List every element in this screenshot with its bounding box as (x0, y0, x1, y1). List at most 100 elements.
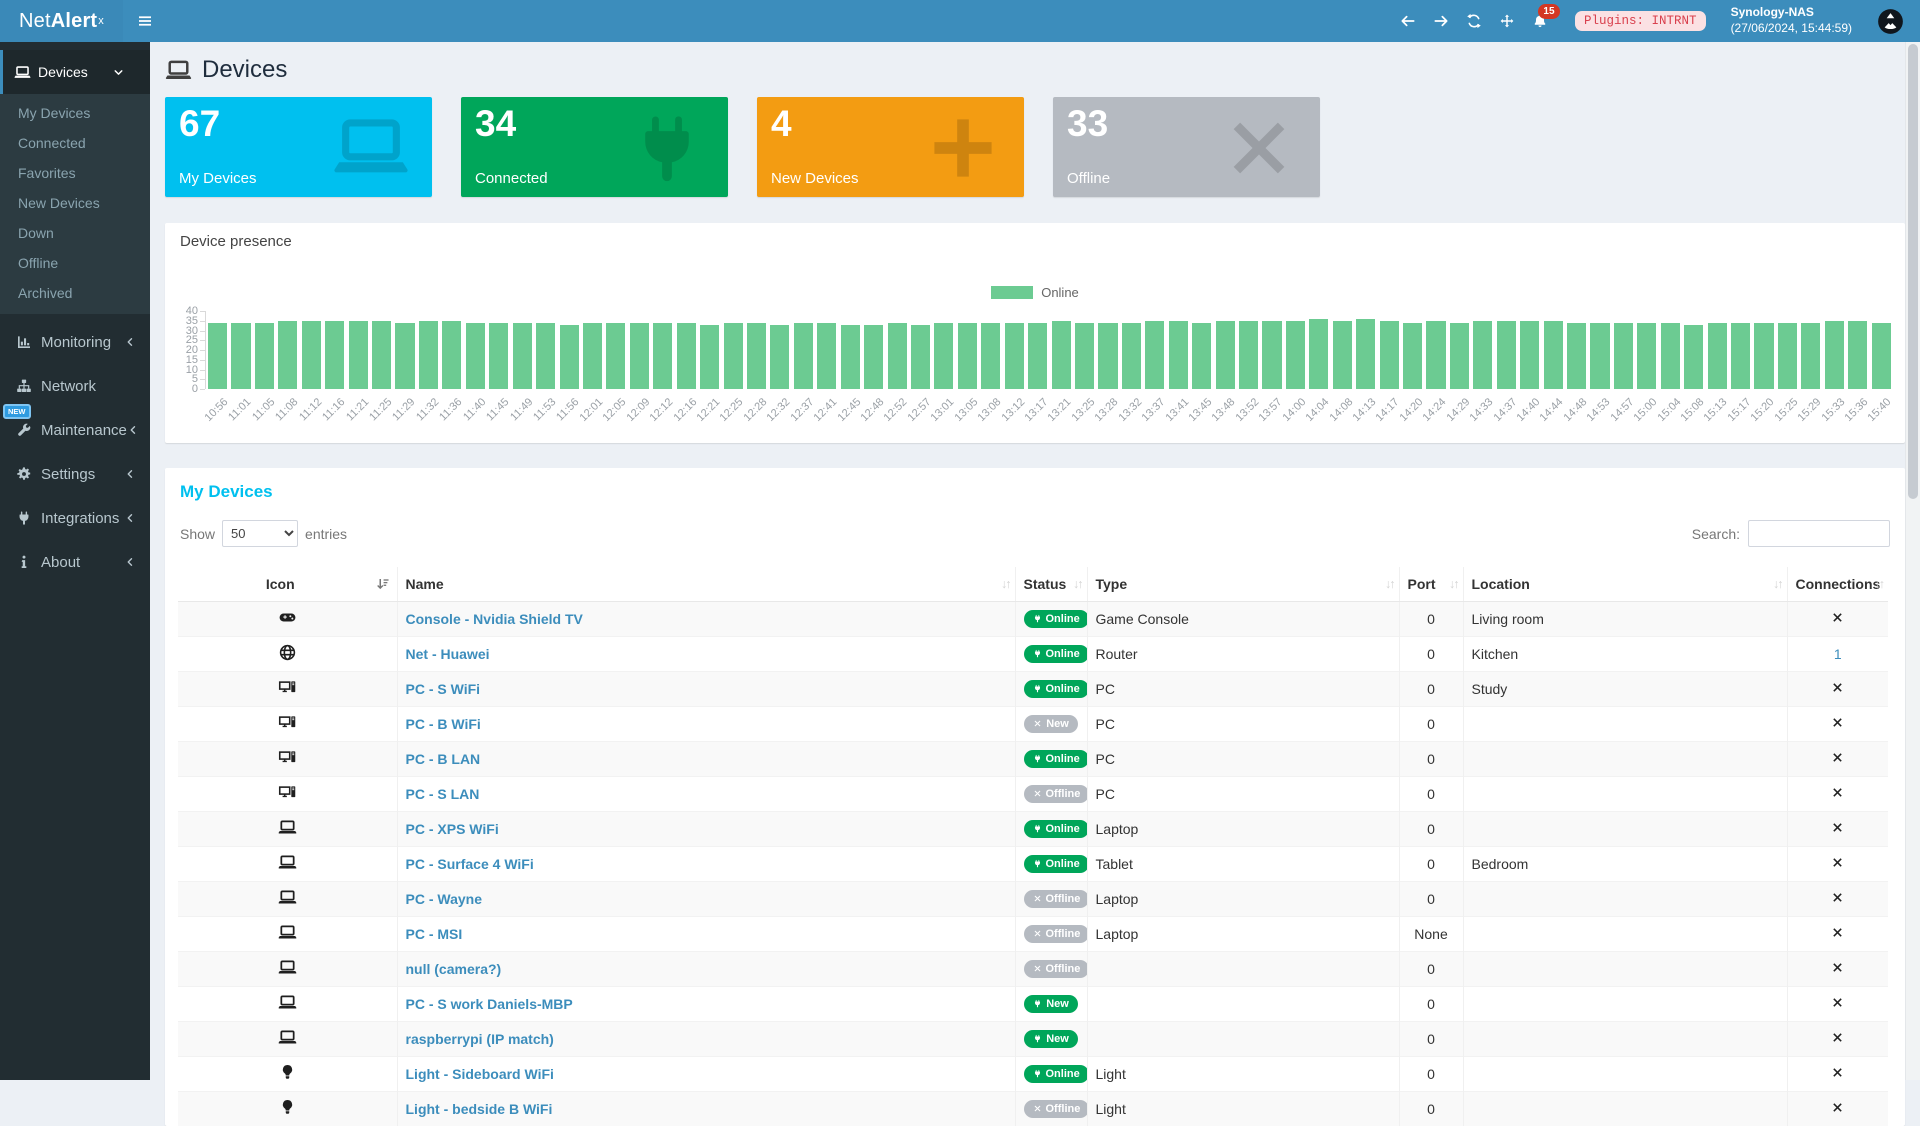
device-name-link[interactable]: PC - Surface 4 WiFi (406, 856, 534, 872)
table-row[interactable]: PC - B LAN Online PC 0 (178, 742, 1888, 777)
column-header-status[interactable]: Status↓↑ (1015, 567, 1087, 602)
table-row[interactable]: PC - S LAN Offline PC 0 (178, 777, 1888, 812)
summary-card-connected[interactable]: 34 Connected (461, 97, 728, 197)
device-name-link[interactable]: raspberrypi (IP match) (406, 1031, 554, 1047)
column-header-icon[interactable]: Icon (178, 567, 397, 602)
sidebar-item-settings[interactable]: Settings (0, 452, 150, 496)
table-row[interactable]: Light - bedside B WiFi Offline Light 0 (178, 1092, 1888, 1126)
sidebar-item-devices[interactable]: Devices (0, 50, 150, 94)
table-row[interactable]: Light - Sideboard WiFi Online Light 0 (178, 1057, 1888, 1092)
page-length-select[interactable]: 50 (222, 520, 298, 547)
sidebar-item-new-devices[interactable]: New Devices (0, 188, 150, 218)
summary-card-my-devices[interactable]: 67 My Devices (165, 97, 432, 197)
search-input[interactable] (1748, 520, 1890, 547)
device-name-link[interactable]: Net - Huawei (406, 646, 490, 662)
delete-connection-icon[interactable] (1831, 821, 1844, 834)
device-name-link[interactable]: Console - Nvidia Shield TV (406, 611, 583, 627)
delete-connection-icon[interactable] (1831, 996, 1844, 1009)
table-row[interactable]: PC - Wayne Offline Laptop 0 (178, 882, 1888, 917)
delete-connection-icon[interactable] (1831, 926, 1844, 939)
table-row[interactable]: PC - B WiFi New PC 0 (178, 707, 1888, 742)
delete-connection-icon[interactable] (1831, 1066, 1844, 1079)
sidebar-item-favorites[interactable]: Favorites (0, 158, 150, 188)
device-name-link[interactable]: PC - S WiFi (406, 681, 481, 697)
chart-bar (466, 323, 485, 389)
delete-connection-icon[interactable] (1831, 751, 1844, 764)
status-badge: Online (1024, 855, 1088, 874)
device-name-link[interactable]: PC - S work Daniels-MBP (406, 996, 573, 1012)
table-row[interactable]: raspberrypi (IP match) New 0 (178, 1022, 1888, 1057)
column-header-name[interactable]: Name↓↑ (397, 567, 1015, 602)
device-port: 0 (1399, 952, 1463, 987)
x-axis-label: 15:33 (1819, 396, 1847, 424)
times-icon (1033, 929, 1042, 938)
sidebar-item-down[interactable]: Down (0, 218, 150, 248)
x-axis-label: 11:08 (273, 396, 300, 423)
table-row[interactable]: Net - Huawei Online Router 0 Kitchen 1 (178, 637, 1888, 672)
table-row[interactable]: PC - Surface 4 WiFi Online Tablet 0 Bedr… (178, 847, 1888, 882)
device-name-link[interactable]: PC - Wayne (406, 891, 483, 907)
table-row[interactable]: null (camera?) Offline 0 (178, 952, 1888, 987)
user-avatar[interactable] (1877, 8, 1904, 35)
nav-forward-icon[interactable] (1433, 13, 1449, 29)
sidebar-item-connected[interactable]: Connected (0, 128, 150, 158)
sidebar-item-offline[interactable]: Offline (0, 248, 150, 278)
device-name-link[interactable]: null (camera?) (406, 961, 502, 977)
status-badge: Online (1024, 610, 1088, 629)
device-name-link[interactable]: PC - MSI (406, 926, 463, 942)
plugins-status-badge[interactable]: Plugins: INTRNT (1575, 11, 1706, 31)
chart-bar (1544, 321, 1563, 389)
delete-connection-icon[interactable] (1831, 891, 1844, 904)
column-header-connections[interactable]: Connections↓↑ (1787, 567, 1888, 602)
delete-connection-icon[interactable] (1831, 786, 1844, 799)
sidebar-item-about[interactable]: About (0, 540, 150, 584)
x-axis-label: 12:32 (765, 396, 793, 424)
sidebar-toggle-icon[interactable] (123, 0, 167, 42)
table-row[interactable]: PC - MSI Offline Laptop None (178, 917, 1888, 952)
chart-bar (442, 321, 461, 389)
table-row[interactable]: Console - Nvidia Shield TV Online Game C… (178, 602, 1888, 637)
chevron-left-icon (124, 468, 136, 480)
x-axis-label: 14:29 (1444, 396, 1472, 424)
connections-count-link[interactable]: 1 (1834, 646, 1842, 662)
table-row[interactable]: PC - S WiFi Online PC 0 Study (178, 672, 1888, 707)
sidebar-item-maintenance[interactable]: Maintenance NEW (0, 408, 150, 452)
page-scrollbar[interactable] (1905, 42, 1920, 1080)
x-axis-label: 14:57 (1608, 396, 1636, 424)
chart-legend[interactable]: Online (165, 285, 1905, 300)
chart-bar (700, 325, 719, 389)
device-name-link[interactable]: PC - XPS WiFi (406, 821, 499, 837)
delete-connection-icon[interactable] (1831, 1031, 1844, 1044)
move-panes-icon[interactable] (1499, 13, 1515, 29)
sidebar-item-my-devices[interactable]: My Devices (0, 98, 150, 128)
delete-connection-icon[interactable] (1831, 961, 1844, 974)
plug-icon (1033, 649, 1042, 658)
scrollbar-thumb[interactable] (1908, 44, 1918, 499)
column-header-port[interactable]: Port↓↑ (1399, 567, 1463, 602)
column-header-type[interactable]: Type↓↑ (1087, 567, 1399, 602)
device-name-link[interactable]: Light - bedside B WiFi (406, 1101, 553, 1117)
delete-connection-icon[interactable] (1831, 681, 1844, 694)
device-name-link[interactable]: PC - B LAN (406, 751, 481, 767)
table-row[interactable]: PC - S work Daniels-MBP New 0 (178, 987, 1888, 1022)
table-title: My Devices (178, 480, 1892, 504)
delete-connection-icon[interactable] (1831, 1101, 1844, 1114)
delete-connection-icon[interactable] (1831, 611, 1844, 624)
table-row[interactable]: PC - XPS WiFi Online Laptop 0 (178, 812, 1888, 847)
device-location (1463, 707, 1787, 742)
sidebar-item-integrations[interactable]: Integrations (0, 496, 150, 540)
device-name-link[interactable]: PC - B WiFi (406, 716, 481, 732)
notifications-bell-icon[interactable]: 15 (1532, 13, 1548, 29)
column-header-location[interactable]: Location↓↑ (1463, 567, 1787, 602)
refresh-icon[interactable] (1466, 13, 1482, 29)
sidebar-item-monitoring[interactable]: Monitoring (0, 320, 150, 364)
nav-back-icon[interactable] (1400, 13, 1416, 29)
delete-connection-icon[interactable] (1831, 856, 1844, 869)
delete-connection-icon[interactable] (1831, 716, 1844, 729)
device-name-link[interactable]: PC - S LAN (406, 786, 480, 802)
summary-card-new-devices[interactable]: 4 New Devices (757, 97, 1024, 197)
summary-card-offline[interactable]: 33 Offline (1053, 97, 1320, 197)
sidebar-item-network[interactable]: Network (0, 364, 150, 408)
sidebar-item-archived[interactable]: Archived (0, 278, 150, 308)
